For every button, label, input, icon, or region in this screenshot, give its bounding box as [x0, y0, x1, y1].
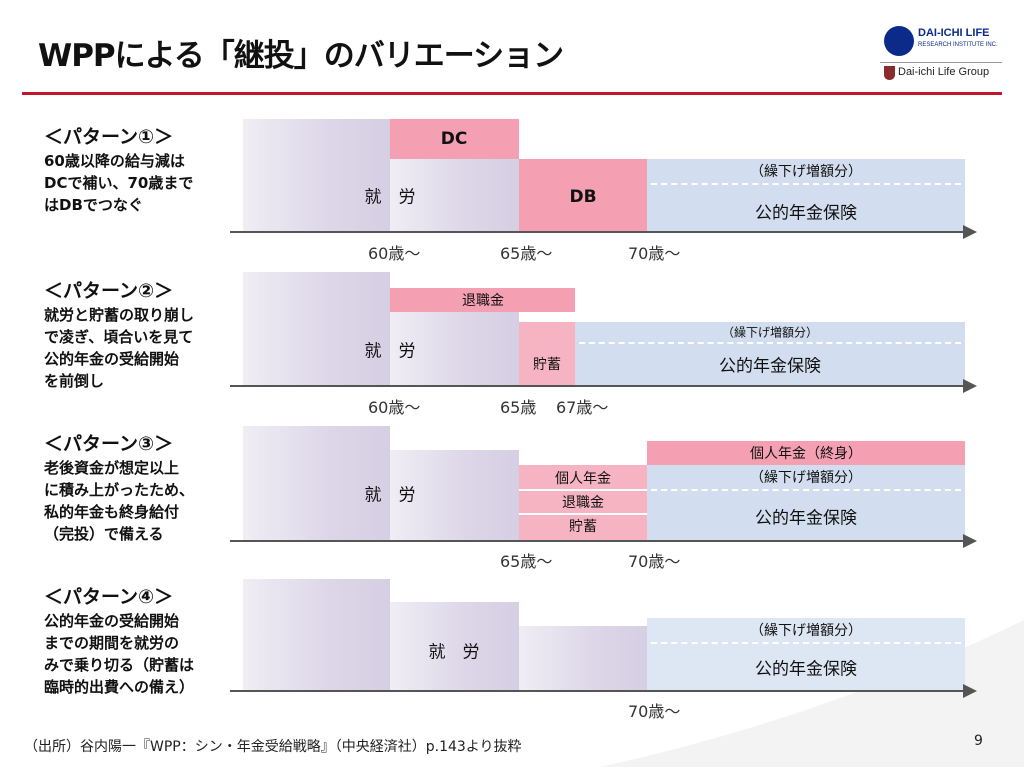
page-number: 9 [974, 733, 983, 749]
pattern2-pension-block [575, 322, 965, 385]
pattern1-age-65: 65歳～ [500, 244, 553, 263]
pattern4-deferral-divider [651, 642, 961, 644]
pattern2-age-60: 60歳～ [368, 398, 421, 417]
pattern2-savings-label: 貯蓄 [533, 357, 561, 373]
pattern1-age-60: 60歳～ [368, 244, 421, 263]
pattern3-retirement-label: 退職金 [562, 495, 604, 511]
pattern4-description: 公的年金の受給開始 までの期間を就労の みで乗り切る（貯蓄は 臨時的出費への備え… [44, 612, 195, 696]
pattern3-lifetime-annuity-block [647, 441, 965, 465]
pattern3-stack-divider-2 [519, 513, 647, 515]
pattern3-timeline-axis [230, 540, 965, 542]
pattern1-description: 60歳以降の給与減は DCで補い、70歳まで はDBでつなぐ [44, 152, 194, 214]
pattern3-work-late [390, 450, 519, 540]
pattern4-work-early [243, 579, 390, 690]
pattern3-pension-block [647, 465, 965, 540]
pattern2-description: 就労と貯蓄の取り崩し で凌ぎ、頃合いを見て 公的年金の受給開始 を前倒し [44, 306, 195, 390]
pattern3-title: ＜パターン③＞ [44, 433, 174, 455]
pattern1-db-block [519, 159, 647, 231]
pattern2-work-early [243, 272, 390, 385]
pattern1-work-early [243, 119, 390, 231]
pattern3-deferral-divider [651, 489, 961, 491]
pattern2-retirement-label: 退職金 [462, 293, 504, 309]
pattern3-description: 老後資金が想定以上 に積み上がったため、 私的年金も終身給付 （完投）で備える [44, 459, 195, 543]
pattern4-work-mid [390, 602, 519, 690]
pattern4-deferral-label: （繰下げ増額分） [750, 623, 862, 639]
pattern2-savings-block [519, 322, 575, 385]
pattern2-pension-label: 公的年金保険 [719, 356, 821, 377]
pattern3-age-65: 65歳～ [500, 552, 553, 571]
pattern2-age-67: 67歳～ [556, 398, 609, 417]
pattern1-pension-block [647, 159, 965, 231]
background-swoosh [600, 620, 1024, 767]
pattern2-arrow-icon [963, 379, 977, 393]
pattern2-retirement-block [390, 288, 575, 312]
pattern1-title: ＜パターン①＞ [44, 126, 174, 148]
pattern1-pension-label: 公的年金保険 [755, 203, 857, 224]
pattern3-arrow-icon [963, 534, 977, 548]
pattern4-title: ＜パターン④＞ [44, 586, 174, 608]
pattern1-arrow-icon [963, 225, 977, 239]
pattern1-work-late [390, 159, 519, 231]
logo-institute-name: RESEARCH INSTITUTE INC. [918, 42, 998, 48]
pattern4-pension-block [647, 618, 965, 690]
pattern3-private-label: 個人年金 [555, 471, 611, 487]
logo-company-name: DAI-ICHI LIFE [918, 27, 990, 39]
pattern1-age-70: 70歳～ [628, 244, 681, 263]
page-title: WPPによる「継投」のバリエーション [38, 38, 564, 74]
pattern2-work-label: 就 労 [364, 341, 416, 362]
pattern3-stack-divider-1 [519, 489, 647, 491]
pattern1-work-label: 就 労 [364, 187, 416, 208]
pattern3-lifetime-label: 個人年金（終身） [750, 446, 862, 462]
pattern4-work-label: 就 労 [428, 642, 480, 663]
pattern3-private-stack [519, 465, 647, 540]
logo-divider [880, 62, 1002, 63]
logo-mark-box: DAI-ICHI LIFE RESEARCH INSTITUTE INC. [878, 20, 1004, 60]
pattern1-deferral-label: （繰下げ増額分） [750, 164, 862, 180]
pattern1-timeline-axis [230, 231, 965, 233]
title-underline [22, 92, 1002, 95]
logo-emblem-icon [884, 26, 914, 56]
pattern1-dc-label: DC [440, 129, 468, 149]
pattern2-work-late [390, 312, 519, 385]
pattern3-pension-label: 公的年金保険 [755, 508, 857, 529]
pattern3-work-label: 就 労 [364, 485, 416, 506]
shield-icon [884, 66, 895, 80]
pattern4-arrow-icon [963, 684, 977, 698]
pattern4-work-late [519, 626, 647, 690]
pattern2-deferral-label: （繰下げ増額分） [721, 325, 819, 340]
pattern2-deferral-divider [579, 342, 961, 344]
pattern2-title: ＜パターン②＞ [44, 280, 174, 302]
logo-group-name: Dai-ichi Life Group [898, 66, 990, 78]
pattern1-deferral-divider [651, 183, 961, 185]
pattern3-work-early [243, 426, 390, 540]
pattern2-timeline-axis [230, 385, 965, 387]
pattern3-deferral-label: （繰下げ増額分） [750, 470, 862, 486]
pattern1-dc-block [390, 119, 519, 159]
pattern1-db-label: DB [569, 187, 597, 207]
source-citation: （出所）谷内陽一『WPP：シン・年金受給戦略』（中央経済社）p.143より抜粋 [24, 739, 522, 755]
pattern3-age-70: 70歳～ [628, 552, 681, 571]
pattern4-age-70: 70歳～ [628, 702, 681, 721]
company-logo: DAI-ICHI LIFE RESEARCH INSTITUTE INC. Da… [878, 20, 1004, 86]
pattern2-age-65: 65歳 [500, 398, 537, 417]
pattern4-pension-label: 公的年金保険 [755, 659, 857, 680]
pattern4-timeline-axis [230, 690, 965, 692]
pattern3-savings-label: 貯蓄 [569, 519, 597, 535]
